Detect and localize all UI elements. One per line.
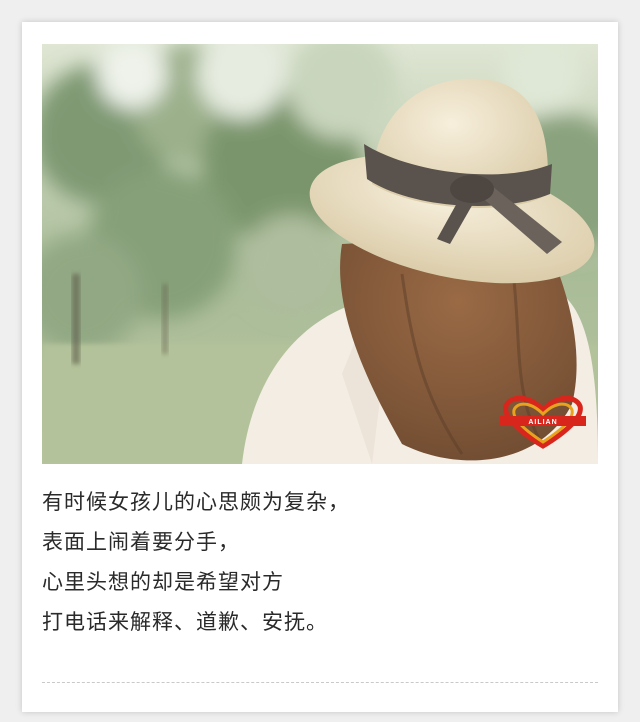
logo-text: AILIAN <box>528 419 557 426</box>
dashed-divider <box>42 682 598 683</box>
caption-line: 有时候女孩儿的心思颇为复杂， <box>42 490 350 514</box>
caption-line: 表面上闹着要分手， <box>42 530 240 554</box>
post-card: AILIAN 有时候女孩儿的心思颇为复杂， 表面上闹着要分手， 心里头想的却是希… <box>22 22 618 712</box>
photo-illustration: AILIAN <box>42 44 598 464</box>
ailian-logo: AILIAN <box>500 395 586 449</box>
caption-line: 心里头想的却是希望对方 <box>42 570 284 594</box>
caption-line: 打电话来解释、道歉、安抚。 <box>42 610 328 634</box>
photo-image: AILIAN <box>42 44 598 464</box>
caption-text: 有时候女孩儿的心思颇为复杂， 表面上闹着要分手， 心里头想的却是希望对方 打电话… <box>42 482 602 642</box>
